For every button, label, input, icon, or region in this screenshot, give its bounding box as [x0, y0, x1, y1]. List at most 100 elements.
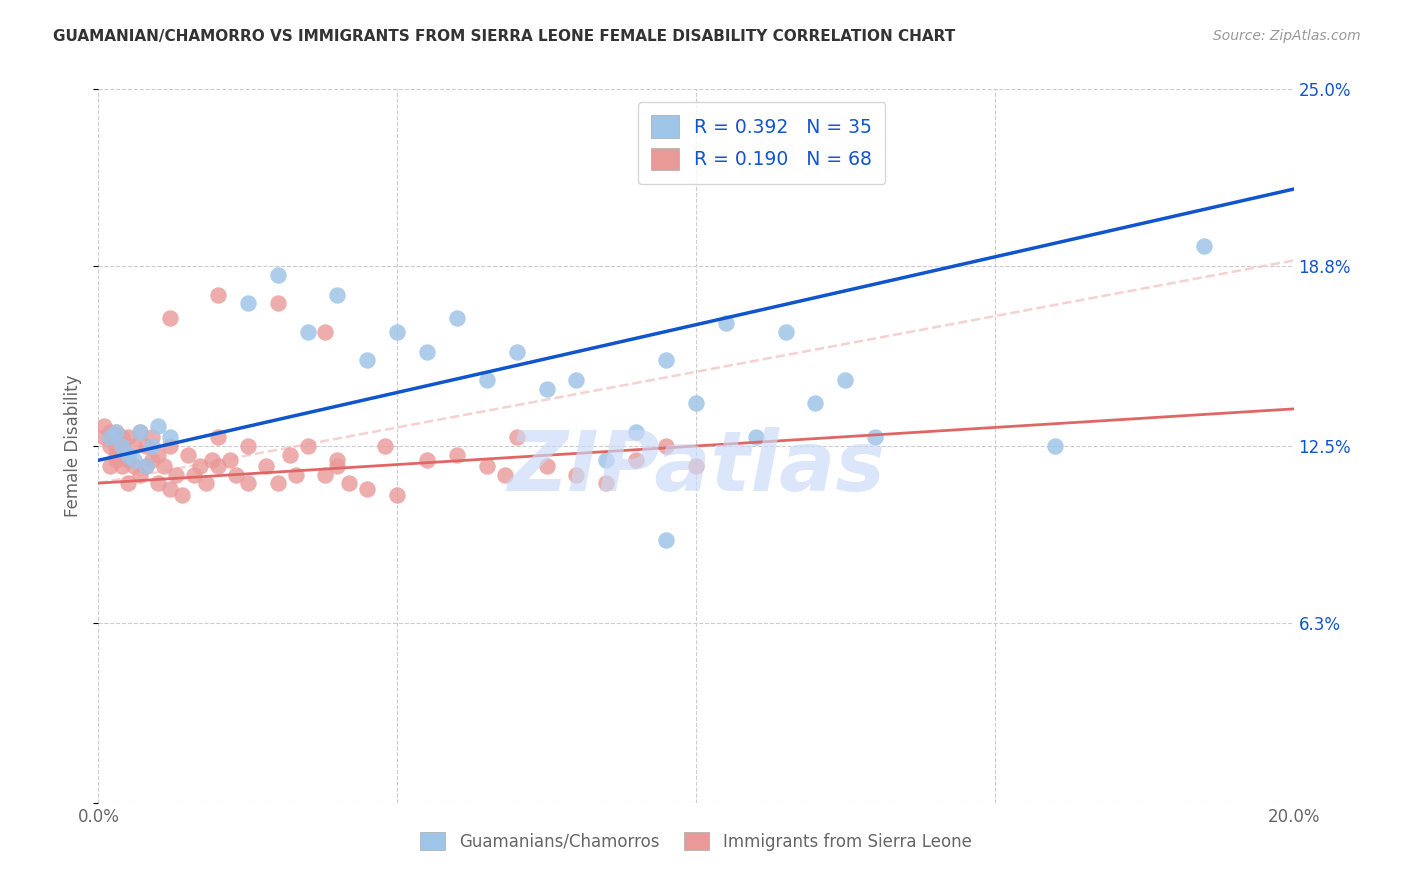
Point: [236, 296, 259, 310]
Point: [105, 425, 128, 439]
Point: [172, 487, 194, 501]
Point: [111, 430, 134, 444]
Point: [595, 476, 617, 491]
Point: [105, 439, 128, 453]
Point: [129, 425, 152, 439]
Point: [326, 458, 349, 473]
Point: [148, 476, 170, 491]
Point: [98, 430, 122, 444]
Point: [297, 325, 319, 339]
Point: [219, 453, 242, 467]
Point: [225, 467, 247, 482]
Legend: Guamanians/Chamorros, Immigrants from Sierra Leone: Guamanians/Chamorros, Immigrants from Si…: [413, 825, 979, 857]
Point: [416, 453, 439, 467]
Point: [111, 439, 134, 453]
Point: [284, 467, 307, 482]
Point: [446, 310, 468, 325]
Point: [105, 453, 128, 467]
Y-axis label: Female Disability: Female Disability: [65, 375, 83, 517]
Point: [834, 373, 856, 387]
Point: [165, 467, 187, 482]
Point: [124, 453, 146, 467]
Point: [207, 287, 229, 301]
Point: [595, 453, 617, 467]
Point: [207, 458, 229, 473]
Point: [177, 448, 200, 462]
Point: [135, 458, 157, 473]
Point: [141, 439, 163, 453]
Point: [236, 439, 259, 453]
Point: [98, 425, 122, 439]
Point: [565, 373, 588, 387]
Text: Source: ZipAtlas.com: Source: ZipAtlas.com: [1213, 29, 1361, 43]
Point: [865, 430, 887, 444]
Point: [326, 287, 349, 301]
Point: [254, 458, 277, 473]
Point: [385, 487, 409, 501]
Point: [267, 268, 290, 282]
Point: [124, 458, 146, 473]
Point: [148, 448, 170, 462]
Point: [135, 458, 157, 473]
Point: [714, 316, 737, 330]
Point: [117, 453, 139, 467]
Point: [685, 396, 707, 410]
Point: [655, 439, 678, 453]
Point: [98, 458, 122, 473]
Point: [111, 439, 134, 453]
Point: [105, 425, 128, 439]
Point: [117, 476, 139, 491]
Point: [98, 439, 122, 453]
Point: [655, 353, 678, 368]
Point: [565, 467, 588, 482]
Point: [278, 448, 301, 462]
Point: [446, 448, 468, 462]
Point: [775, 325, 797, 339]
Point: [124, 439, 146, 453]
Point: [153, 458, 176, 473]
Point: [655, 533, 678, 548]
Point: [93, 430, 115, 444]
Point: [626, 425, 648, 439]
Point: [326, 453, 349, 467]
Point: [506, 430, 529, 444]
Point: [195, 476, 218, 491]
Text: GUAMANIAN/CHAMORRO VS IMMIGRANTS FROM SIERRA LEONE FEMALE DISABILITY CORRELATION: GUAMANIAN/CHAMORRO VS IMMIGRANTS FROM SI…: [53, 29, 956, 44]
Point: [804, 396, 827, 410]
Point: [129, 425, 152, 439]
Point: [207, 430, 229, 444]
Point: [117, 448, 139, 462]
Point: [188, 458, 211, 473]
Point: [93, 419, 115, 434]
Point: [494, 467, 516, 482]
Point: [159, 482, 181, 496]
Point: [506, 344, 529, 359]
Point: [416, 344, 439, 359]
Point: [183, 467, 205, 482]
Point: [536, 458, 558, 473]
Point: [374, 439, 396, 453]
Text: ZIPatlas: ZIPatlas: [508, 427, 884, 508]
Point: [385, 325, 409, 339]
Point: [626, 453, 648, 467]
Point: [141, 430, 163, 444]
Point: [315, 467, 337, 482]
Point: [1192, 239, 1215, 253]
Point: [148, 419, 170, 434]
Point: [236, 476, 259, 491]
Point: [105, 448, 128, 462]
Point: [745, 430, 768, 444]
Point: [475, 458, 498, 473]
Point: [201, 453, 224, 467]
Point: [141, 453, 163, 467]
Point: [297, 439, 319, 453]
Point: [267, 476, 290, 491]
Point: [1043, 439, 1066, 453]
Point: [356, 482, 378, 496]
Point: [267, 296, 290, 310]
Point: [129, 467, 152, 482]
Point: [356, 353, 378, 368]
Point: [159, 439, 181, 453]
Point: [159, 430, 181, 444]
Point: [135, 439, 157, 453]
